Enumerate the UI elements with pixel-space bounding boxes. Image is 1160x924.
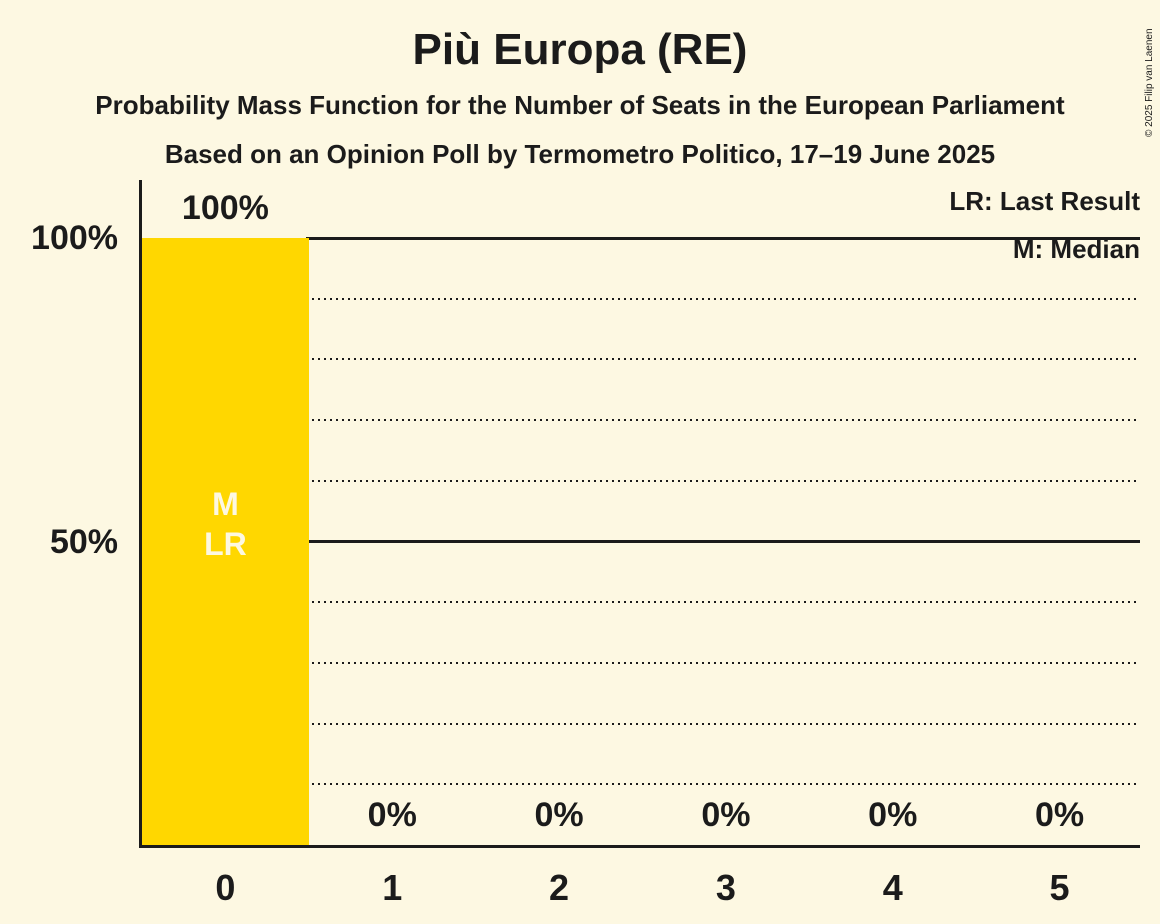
median-marker-label: M (212, 486, 239, 522)
gridline-dotted-20 (306, 722, 1140, 725)
median-last-result-marker: M LR (142, 484, 309, 564)
x-axis-label-4: 4 (882, 867, 903, 908)
gridline-dotted-80 (306, 358, 1140, 361)
bar-value-label-3: 0% (701, 796, 751, 834)
gridline-dotted-40 (306, 601, 1140, 604)
bar-column-1: 0% (309, 180, 476, 845)
bar-value-label-5: 0% (1034, 796, 1085, 834)
gridline-solid-100 (306, 236, 1140, 240)
copyright-notice: © 2025 Filip van Laenen (1144, 28, 1155, 137)
bar-column-0: M LR 100% (142, 180, 309, 845)
bar-value-label-2: 0% (534, 796, 584, 834)
gridlines (306, 180, 1140, 845)
bar-seat-0 (142, 238, 309, 845)
plot-area: M LR 100% 0% 0% 0% 0% 0% (139, 180, 1140, 848)
bar-value-label-4: 0% (868, 796, 918, 834)
chart-subtitle: Probability Mass Function for the Number… (95, 90, 1065, 120)
gridline-solid-50 (306, 540, 1140, 543)
gridline-dotted-90 (306, 297, 1140, 300)
bar-column-4: 0% (809, 180, 976, 845)
bar-value-label-1: 0% (367, 796, 417, 834)
chart-title: Più Europa (RE) (412, 25, 748, 74)
x-axis-label-1: 1 (382, 867, 403, 908)
y-axis-label-100: 100% (31, 219, 118, 257)
bar-column-2: 0% (476, 180, 643, 845)
bar-value-label-0: 100% (181, 189, 269, 227)
x-axis-label-0: 0 (215, 867, 236, 908)
gridline-dotted-60 (306, 479, 1140, 482)
y-axis-label-50: 50% (49, 523, 118, 561)
gridline-dotted-70 (306, 419, 1140, 422)
last-result-marker-label: LR (204, 526, 247, 562)
bar-column-3: 0% (642, 180, 809, 845)
gridline-dotted-30 (306, 661, 1140, 664)
legend-last-result: LR: Last Result (949, 186, 1140, 216)
bar-column-5: 0% (976, 180, 1143, 845)
chart-poll-info: Based on an Opinion Poll by Termometro P… (164, 139, 996, 169)
x-axis-label-2: 2 (549, 867, 570, 908)
x-axis-label-5: 5 (1049, 867, 1070, 908)
x-axis-label-3: 3 (715, 867, 736, 908)
gridline-dotted-10 (306, 783, 1140, 786)
